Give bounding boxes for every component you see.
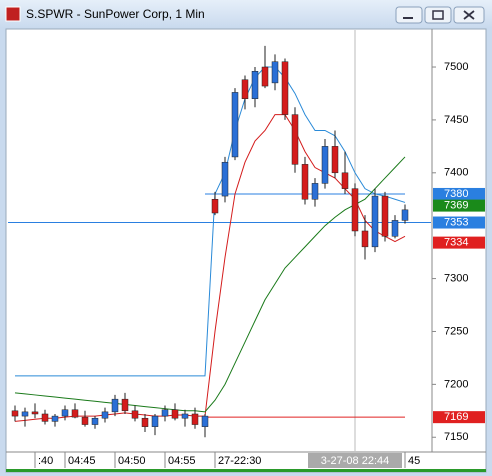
crosshair-label-box [308, 453, 402, 468]
candle-body [231, 92, 239, 158]
candle-body [81, 416, 89, 425]
candle-body [401, 209, 409, 221]
moving-average-line [14, 114, 406, 422]
x-tick-label: 27-22:30 [218, 455, 261, 467]
candle-body [381, 195, 389, 237]
price-label: 7353 [444, 216, 468, 228]
candle-body [141, 417, 149, 427]
y-tick-label: 7500 [444, 61, 468, 73]
candle-body [71, 409, 79, 418]
x-tick-label: 04:55 [168, 455, 196, 467]
candle-body [31, 411, 39, 415]
candle-body [301, 164, 309, 200]
candle-body [21, 411, 29, 417]
candle-body [181, 413, 189, 419]
chart-panel [5, 28, 487, 473]
candle-body [41, 413, 49, 422]
candle-body [311, 183, 319, 200]
x-tick-label: 04:45 [68, 455, 96, 467]
candle-body [151, 415, 159, 427]
candle-body [371, 195, 379, 248]
moving-average-line [15, 66, 406, 377]
candle-body [161, 409, 169, 417]
candle-body [121, 398, 129, 412]
close-button[interactable] [453, 6, 485, 24]
crosshair-label: 3-27-08 22:44 [321, 455, 390, 467]
x-tick-label: 45 [408, 455, 420, 467]
price-label-box [433, 199, 485, 212]
candle-body [171, 409, 179, 419]
x-tick-label: :40 [38, 455, 53, 467]
price-label: 7334 [444, 237, 468, 249]
price-label-box [433, 411, 485, 424]
candle-body [251, 71, 259, 100]
candle-body [241, 79, 249, 100]
price-label: 7380 [444, 188, 468, 200]
x-tick-label: 04:50 [118, 455, 146, 467]
y-tick-label: 7450 [444, 114, 468, 126]
status-strip [6, 469, 486, 472]
y-tick-label: 7150 [444, 431, 468, 443]
candle-body [331, 146, 339, 174]
y-tick-label: 7200 [444, 378, 468, 390]
minimize-button[interactable] [395, 6, 423, 24]
y-tick-label: 7250 [444, 325, 468, 337]
candle-body [91, 417, 99, 425]
candle-body [11, 410, 19, 417]
candle-body [101, 411, 109, 419]
moving-average-line [14, 156, 406, 413]
candle-body [211, 198, 219, 214]
candle-body [391, 220, 399, 237]
candle-body [281, 61, 289, 115]
candle-body [61, 409, 69, 417]
candle-body [271, 61, 279, 84]
price-label: 7369 [444, 199, 468, 211]
candle-body [111, 398, 119, 413]
y-tick-label: 7300 [444, 272, 468, 284]
candle-body [51, 415, 59, 422]
candle-body [131, 410, 139, 419]
candle-body [261, 66, 269, 87]
price-label-box [433, 236, 485, 249]
app-icon [5, 6, 21, 22]
candle-body [361, 230, 369, 248]
y-tick-label: 7400 [444, 167, 468, 179]
candle-body [341, 172, 349, 189]
candle-body [291, 114, 299, 165]
candle-body [201, 415, 209, 427]
price-label-box [433, 187, 485, 200]
maximize-button[interactable] [424, 6, 452, 24]
candle-body [351, 188, 359, 232]
price-label-box [433, 216, 485, 229]
window-title: S.SPWR - SunPower Corp, 1 Min [26, 7, 205, 21]
candle-body [191, 413, 199, 425]
price-label: 7169 [444, 411, 468, 423]
candle-body [221, 161, 229, 197]
candle-body [321, 146, 329, 184]
